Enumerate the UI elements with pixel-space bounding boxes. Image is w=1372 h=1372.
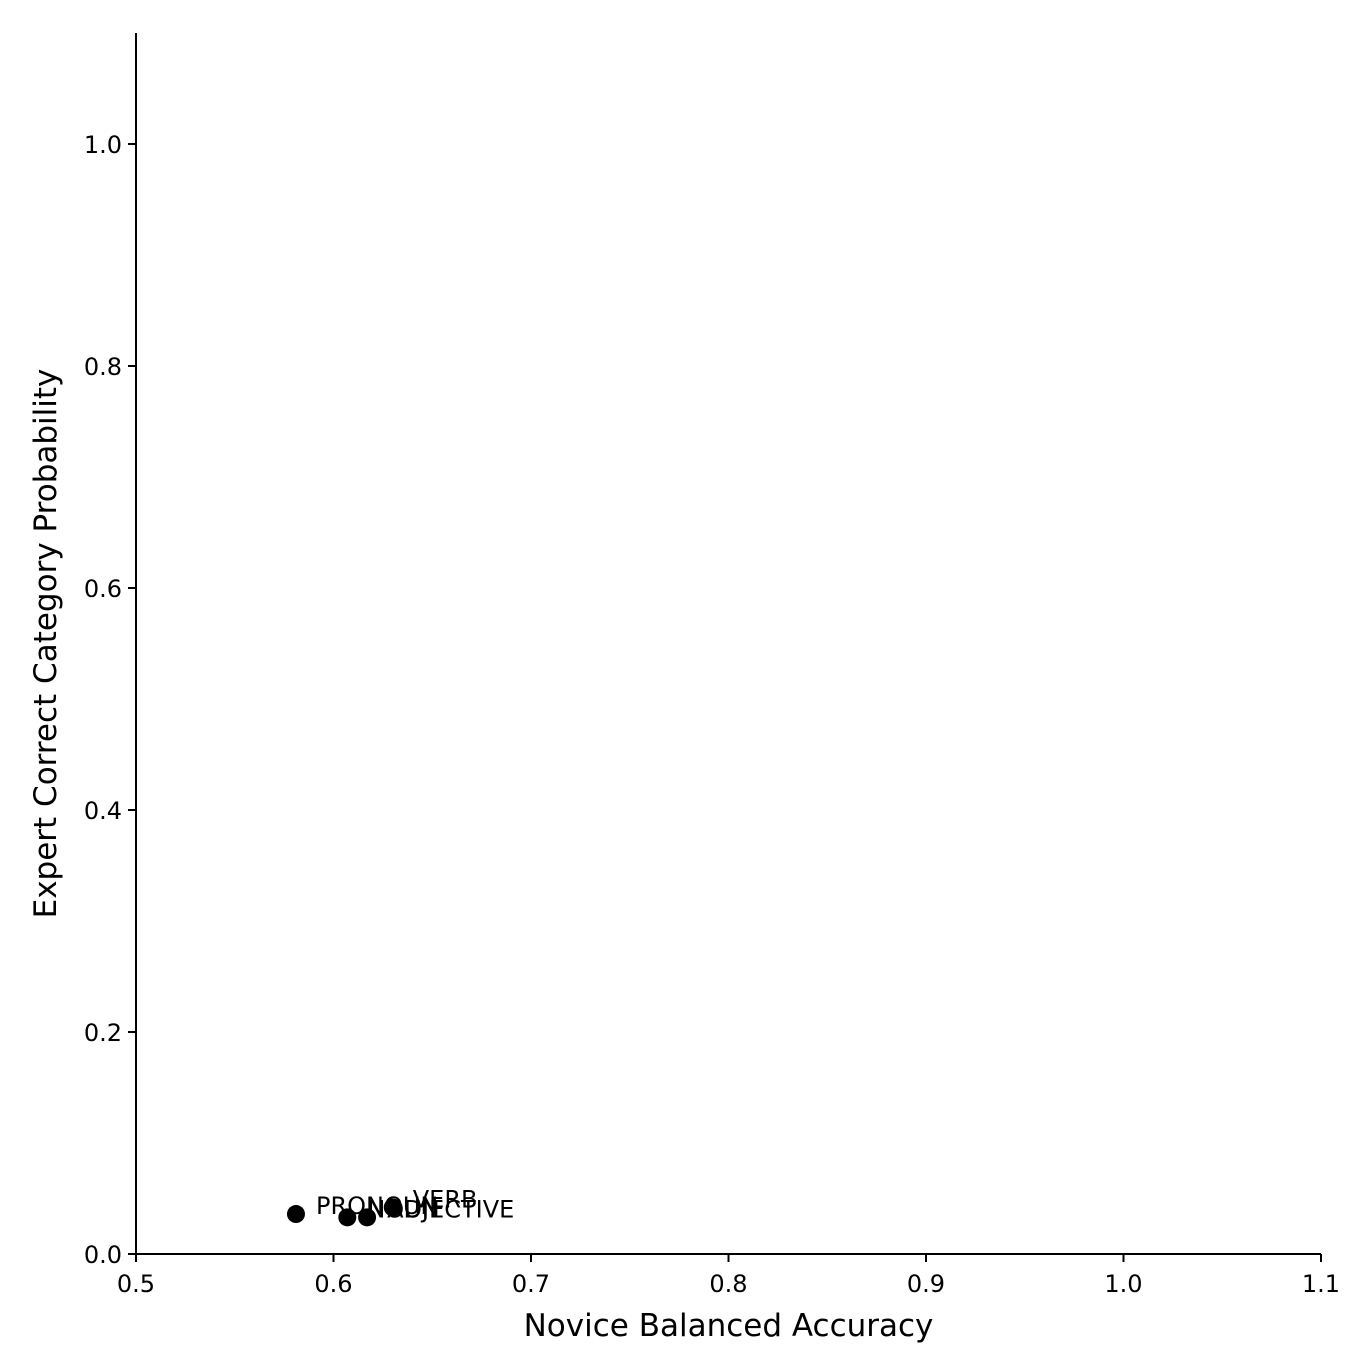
y-tick-label: 0.8 [84, 353, 122, 381]
point-label: VERB [413, 1185, 478, 1213]
y-tick-label: 1.0 [84, 131, 122, 159]
x-ticks: 0.5 0.6 0.7 0.8 0.9 1.0 1.1 [117, 1254, 1340, 1298]
point-label: PRONOUN [316, 1192, 438, 1220]
y-ticks: 0.0 0.2 0.4 0.6 0.8 1.0 [84, 131, 136, 1269]
x-tick-label: 1.1 [1302, 1270, 1340, 1298]
x-tick-label: 0.9 [907, 1270, 945, 1298]
y-tick-label: 0.2 [84, 1019, 122, 1047]
point-label: NOUN [367, 1195, 439, 1223]
point-label: ADJECTIVE [387, 1195, 514, 1223]
axes [135, 33, 1321, 1255]
data-point [358, 1208, 377, 1227]
y-tick-label: 0.4 [84, 797, 122, 825]
x-tick-label: 0.5 [117, 1270, 155, 1298]
x-tick-label: 0.6 [314, 1270, 352, 1298]
data-point [383, 1198, 402, 1217]
x-tick-label: 1.0 [1104, 1270, 1142, 1298]
y-tick-label: 0.6 [84, 575, 122, 603]
x-tick-label: 0.8 [709, 1270, 747, 1298]
data-points [286, 1198, 402, 1227]
y-axis-title: Expert Correct Category Probability [28, 369, 64, 919]
x-tick-label: 0.7 [512, 1270, 550, 1298]
x-axis-title: Novice Balanced Accuracy [524, 1308, 934, 1344]
data-point [338, 1208, 357, 1227]
data-point [286, 1205, 305, 1224]
y-tick-label: 0.0 [84, 1241, 122, 1269]
